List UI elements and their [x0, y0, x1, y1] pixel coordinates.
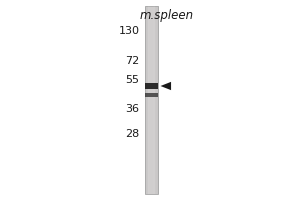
Bar [145, 6, 158, 194]
Bar [145, 93, 158, 97]
Bar [145, 6, 146, 194]
Bar [155, 6, 156, 194]
Text: m.spleen: m.spleen [140, 9, 194, 22]
Text: 72: 72 [125, 56, 140, 66]
Bar [146, 6, 147, 194]
Bar [152, 6, 153, 194]
Bar [157, 6, 158, 194]
Bar [150, 6, 151, 194]
Text: 36: 36 [125, 104, 140, 114]
Polygon shape [160, 82, 171, 90]
Bar [156, 6, 157, 194]
Bar [153, 6, 154, 194]
Bar [149, 6, 150, 194]
Text: 130: 130 [118, 26, 140, 36]
Bar [148, 6, 149, 194]
Bar [154, 6, 155, 194]
Bar [158, 6, 159, 194]
Bar [147, 6, 148, 194]
Bar [145, 83, 158, 89]
Bar [151, 6, 152, 194]
Text: 28: 28 [125, 129, 140, 139]
Text: 55: 55 [125, 75, 140, 85]
Bar [154, 6, 155, 194]
